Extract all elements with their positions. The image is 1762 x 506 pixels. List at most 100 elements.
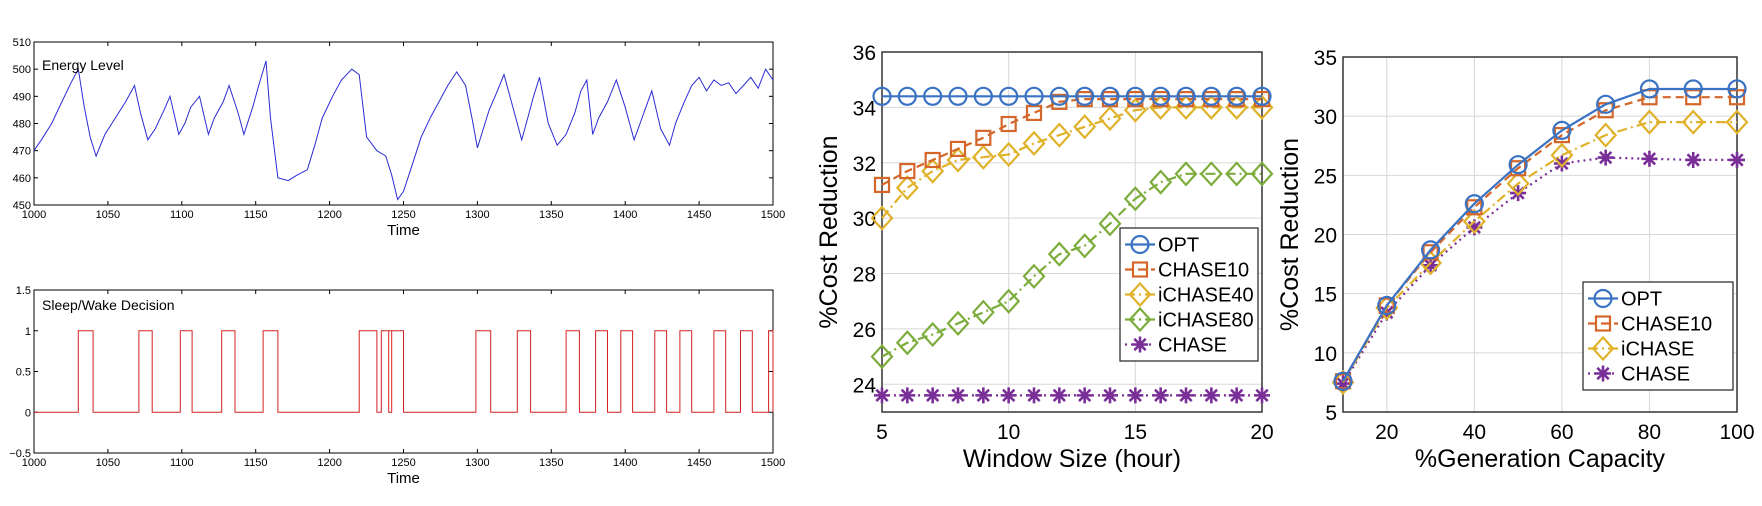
asterisk-marker [1178,387,1194,404]
x-tick-label: 80 [1638,421,1661,444]
circle-marker [1596,94,1616,114]
x-tick-label: 60 [1550,421,1573,444]
circle-marker [1075,86,1095,106]
square-marker [873,176,891,194]
series-line [1342,121,1737,383]
circle-marker [1420,240,1441,260]
asterisk-marker [1051,387,1068,404]
square-marker [1728,89,1746,106]
x-tick-label: 1000 [22,209,46,221]
x-tick-label: 15 [1124,421,1147,444]
circle-marker [1049,86,1069,106]
asterisk-marker [950,387,966,404]
square-marker [899,162,916,180]
legend-entry: OPT [1621,289,1662,311]
diamond-marker [1506,170,1530,197]
y-tick-label: 34 [853,97,877,120]
asterisk-marker [874,387,890,404]
circle-marker [923,86,943,106]
circle-marker [1125,86,1145,106]
x-tick-label: 1000 [22,457,46,469]
x-tick-label: 10 [997,421,1020,444]
y-tick-label: 26 [853,319,876,342]
diamond-marker [870,343,894,370]
x-tick-label: 1350 [539,457,563,469]
diamond-marker [997,141,1021,168]
y-tick-label: 20 [1314,225,1337,248]
asterisk-marker [1335,375,1351,392]
circle-marker [1464,194,1484,214]
series-line [1342,87,1737,382]
circle-marker [999,86,1019,106]
x-tick-label: 1050 [96,457,120,469]
diamond-marker [1047,122,1071,148]
circle-marker [1227,86,1247,106]
series-opt [1333,79,1747,391]
circle-marker [1333,371,1353,391]
asterisk-marker [1595,365,1611,382]
plot-title: Sleep/Wake Decision [42,297,175,313]
x-axis-label: %Generation Capacity [1415,445,1666,473]
y-tick-label: 32 [853,153,876,176]
series-ichase80 [870,161,1274,370]
sleep-wake-panel: 1000 1050 1100 1150 1200 1250 1300 1350 1400 1450… [9,285,785,487]
series-chase [874,387,1270,404]
diamond-marker [895,330,919,356]
y-tick-label: 30 [853,208,876,231]
legend-entry: CHASE [1158,335,1227,357]
series-line [1342,156,1737,385]
y-tick-label: 0 [25,407,31,419]
x-tick-label: 1250 [391,457,415,469]
x-tick-label: 1450 [687,209,711,221]
series-line [881,106,1262,219]
legend-entry: iCHASE [1621,339,1694,361]
asterisk-marker [1641,150,1658,167]
asterisk-marker [924,387,941,404]
diamond-marker [946,310,970,337]
square-marker [1000,115,1017,133]
legend-entry: OPT [1158,235,1199,257]
y-tick-label: 35 [1314,47,1337,70]
x-tick-label: 1200 [317,209,341,221]
y-tick-label: 10 [1314,343,1337,366]
diamond-marker [1174,161,1198,187]
y-tick-label: 28 [853,264,876,287]
series-line [881,172,1262,358]
circle-marker [1024,86,1044,106]
y-tick-label: 1.5 [16,285,31,297]
asterisk-marker [1466,219,1483,236]
diamond-marker [1462,208,1486,235]
plot-title: Energy Level [42,57,124,73]
series-opt [872,86,1272,106]
diamond-marker [1098,105,1122,132]
diamond-marker [1073,114,1097,140]
diamond-marker [1149,169,1173,195]
diamond-marker [1594,122,1618,148]
x-tick-label: 1400 [613,209,637,221]
diamond-marker [1199,161,1223,187]
x-tick-label: 20 [1250,421,1273,444]
square-marker [1334,373,1352,390]
square-marker [975,129,992,146]
diamond-marker [1022,130,1046,157]
y-tick-label: 480 [13,119,31,131]
diamond-marker [895,175,919,201]
asterisk-marker [1597,149,1614,166]
y-tick-label: 36 [853,42,876,65]
x-tick-label: 100 [1719,421,1754,444]
y-tick-label: 5 [1325,402,1337,425]
series-line [881,98,1262,186]
asterisk-marker [1254,387,1270,404]
circle-marker [1201,86,1221,106]
diamond-marker [1128,306,1152,333]
circle-marker [1552,120,1572,140]
asterisk-marker [1076,387,1093,404]
asterisk-marker [1152,387,1169,404]
plot-frame [881,51,1263,413]
circle-marker [1130,234,1150,255]
energy-level-panel: 1000 1050 1100 1150 1200 1250 1300 1350 1400 1450… [13,37,786,239]
square-marker [949,140,967,158]
diamond-marker [1550,142,1574,168]
diamond-marker [997,288,1021,314]
asterisk-marker [1127,387,1144,404]
